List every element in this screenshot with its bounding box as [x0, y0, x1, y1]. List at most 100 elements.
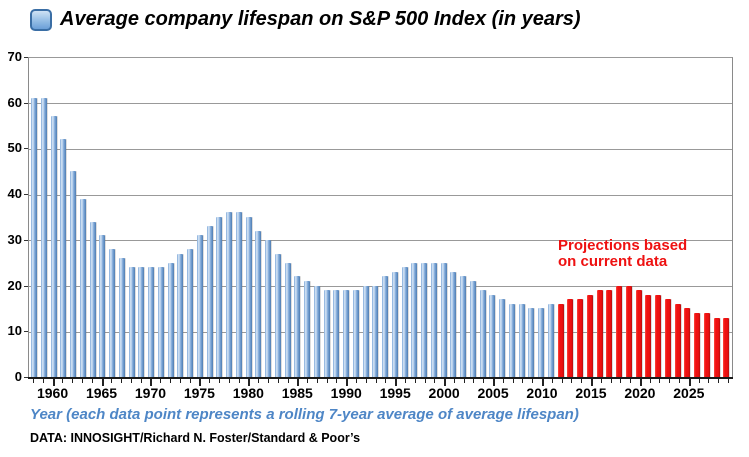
x-tick-1983 [277, 379, 279, 383]
bar-2025 [684, 308, 691, 377]
bar-1961 [60, 139, 67, 377]
x-tick-2026 [698, 379, 700, 383]
chart-title: Average company lifespan on S&P 500 Inde… [60, 8, 581, 30]
x-tick-2014 [581, 379, 583, 383]
x-tick-1985 [297, 379, 300, 386]
bar-1986 [304, 281, 310, 377]
bar-1989 [333, 290, 340, 377]
bar-2029 [723, 317, 730, 377]
x-axis-label-1990: 1990 [330, 385, 362, 401]
projection-annotation: Projections based on current data [558, 237, 688, 270]
bar-1993 [372, 285, 379, 377]
bar-1962 [70, 171, 76, 377]
bar-2015 [586, 294, 593, 377]
x-tick-2010 [542, 379, 544, 386]
x-tick-1995 [395, 379, 398, 386]
bar-2006 [499, 299, 505, 377]
bar-2018 [616, 285, 622, 377]
x-axis-caption: Year (each data point represents a rolli… [30, 406, 579, 423]
x-tick-1979 [238, 379, 240, 383]
bar-1959 [40, 98, 47, 377]
x-axis-label-1970: 1970 [134, 385, 167, 401]
x-tick-2020 [639, 379, 642, 386]
x-axis-label-1995: 1995 [379, 385, 411, 401]
x-axis: 1960 1965 1970 1975 1980 1985 1990 1995 2000 2005… [28, 377, 733, 401]
bar-1996 [401, 267, 408, 377]
bar-1975 [196, 235, 203, 377]
bar-2007 [508, 303, 515, 377]
x-tick-1975 [199, 379, 202, 386]
y-axis-tick [24, 57, 28, 58]
bars-container [29, 58, 732, 377]
bar-2024 [674, 303, 681, 377]
bar-2001 [450, 271, 457, 377]
bar-1988 [323, 290, 330, 377]
data-source: DATA: INNOSIGHT/Richard N. Foster/Standa… [30, 431, 361, 445]
bar-2003 [469, 281, 476, 377]
x-tick-2005 [493, 379, 496, 386]
y-axis-label-50: 50 [7, 140, 22, 156]
y-axis-label-0: 0 [14, 369, 22, 384]
bar-2023 [664, 299, 671, 377]
legend-swatch-icon [30, 9, 52, 31]
bar-1971 [157, 267, 164, 377]
x-axis-label-1980: 1980 [232, 385, 264, 401]
x-tick-1958 [33, 379, 34, 383]
x-tick-1977 [218, 379, 220, 383]
x-tick-1963 [81, 379, 83, 383]
x-tick-2028 [718, 379, 720, 383]
x-tick-1961 [62, 379, 64, 383]
x-axis-label-2005: 2005 [477, 385, 509, 401]
bar-2010 [538, 308, 544, 377]
x-tick-1998 [424, 379, 426, 383]
x-tick-2001 [453, 379, 455, 383]
x-axis-label-2010: 2010 [526, 385, 558, 401]
x-tick-1974 [189, 379, 191, 383]
x-axis-label-2020: 2020 [624, 385, 656, 401]
x-tick-2003 [473, 379, 475, 383]
x-tick-2009 [532, 379, 534, 383]
bar-1968 [128, 267, 135, 377]
x-tick-2019 [630, 379, 632, 383]
x-tick-1990 [346, 379, 349, 386]
bar-1984 [284, 262, 291, 377]
bar-1981 [255, 230, 262, 377]
bar-1994 [382, 276, 388, 377]
x-tick-1968 [130, 379, 132, 383]
x-tick-2015 [590, 379, 593, 386]
gridline-40 [29, 194, 732, 196]
bar-2013 [567, 299, 574, 377]
x-tick-2008 [522, 379, 524, 383]
x-tick-1965 [101, 379, 104, 386]
y-axis: 0 10 20 30 40 50 60 70 [0, 49, 28, 384]
bar-2009 [528, 308, 535, 377]
bar-1960 [50, 116, 57, 377]
x-tick-2013 [571, 379, 573, 383]
bar-2012 [557, 303, 564, 377]
bar-1977 [216, 217, 223, 377]
bar-2002 [460, 276, 466, 377]
x-axis-label-2025: 2025 [673, 385, 705, 401]
bar-1969 [138, 267, 145, 377]
x-tick-2000 [444, 379, 447, 386]
y-axis-label-20: 20 [7, 277, 22, 293]
bar-1979 [235, 212, 242, 377]
bar-1991 [352, 290, 359, 377]
x-tick-1962 [72, 379, 74, 383]
bar-2008 [518, 303, 525, 377]
gridline-60 [29, 103, 732, 105]
y-axis-tick [24, 377, 28, 378]
y-axis-tick [24, 102, 28, 104]
bar-1999 [430, 262, 437, 377]
y-axis-tick [24, 148, 28, 150]
bar-2028 [713, 317, 720, 377]
x-tick-1984 [287, 379, 289, 383]
bar-1995 [391, 271, 398, 377]
x-tick-1992 [365, 379, 367, 383]
bar-1990 [343, 290, 349, 377]
x-tick-1978 [228, 379, 230, 383]
bar-2016 [596, 290, 603, 377]
bar-2020 [635, 290, 642, 377]
bar-1965 [99, 235, 106, 377]
